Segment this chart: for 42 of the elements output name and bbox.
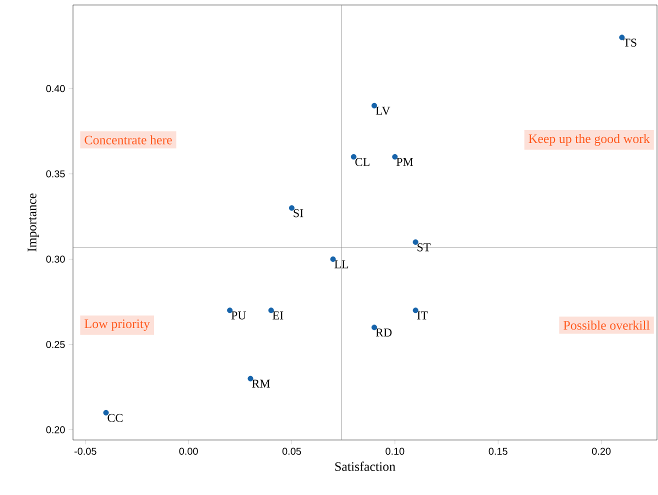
y-tick-label: 0.40 xyxy=(46,85,65,92)
y-axis-title: Importance xyxy=(28,193,39,252)
data-label: RD xyxy=(376,328,392,336)
data-label: CL xyxy=(355,158,370,166)
data-label: LV xyxy=(376,106,390,115)
point xyxy=(248,376,254,382)
data-label: IT xyxy=(417,312,428,320)
x-axis-title: Satisfaction xyxy=(335,462,396,471)
x-tick-label: 0.10 xyxy=(386,448,404,455)
annotation: Keep up the good work xyxy=(528,134,650,146)
data-label: LL xyxy=(334,260,348,268)
point xyxy=(372,102,378,108)
x-tick-label: 0.20 xyxy=(592,448,611,455)
data-label: PU xyxy=(231,312,246,320)
point xyxy=(350,154,356,160)
data-label: CC xyxy=(108,414,122,422)
data-label: ST xyxy=(418,243,431,252)
y-tick-label: 0.30 xyxy=(46,256,65,263)
point xyxy=(392,154,398,160)
point xyxy=(227,308,233,314)
point xyxy=(268,308,274,314)
data-label: RM xyxy=(252,380,270,388)
y-tick-label: 0.35 xyxy=(46,170,65,178)
y-tick-label: 0.25 xyxy=(46,340,65,348)
x-tick-label: 0.15 xyxy=(488,448,508,455)
data-label: EI xyxy=(272,312,284,320)
data-label: PM xyxy=(396,158,414,166)
annotation: Concentrate here xyxy=(84,135,172,144)
point xyxy=(330,256,336,262)
annotation: Possible overkill xyxy=(564,320,650,330)
x-tick-label: 0.05 xyxy=(282,448,302,455)
annotation: Low priority xyxy=(84,319,150,331)
point xyxy=(103,410,109,416)
y-tick-label: 0.20 xyxy=(46,426,65,434)
point xyxy=(288,205,295,211)
point xyxy=(412,239,418,245)
x-tick-label: 0.00 xyxy=(179,448,198,455)
point xyxy=(412,308,418,314)
data-label: TS xyxy=(623,38,636,47)
x-tick-label: -0.05 xyxy=(74,448,96,455)
point xyxy=(372,324,378,330)
data-label: SI xyxy=(294,209,304,218)
